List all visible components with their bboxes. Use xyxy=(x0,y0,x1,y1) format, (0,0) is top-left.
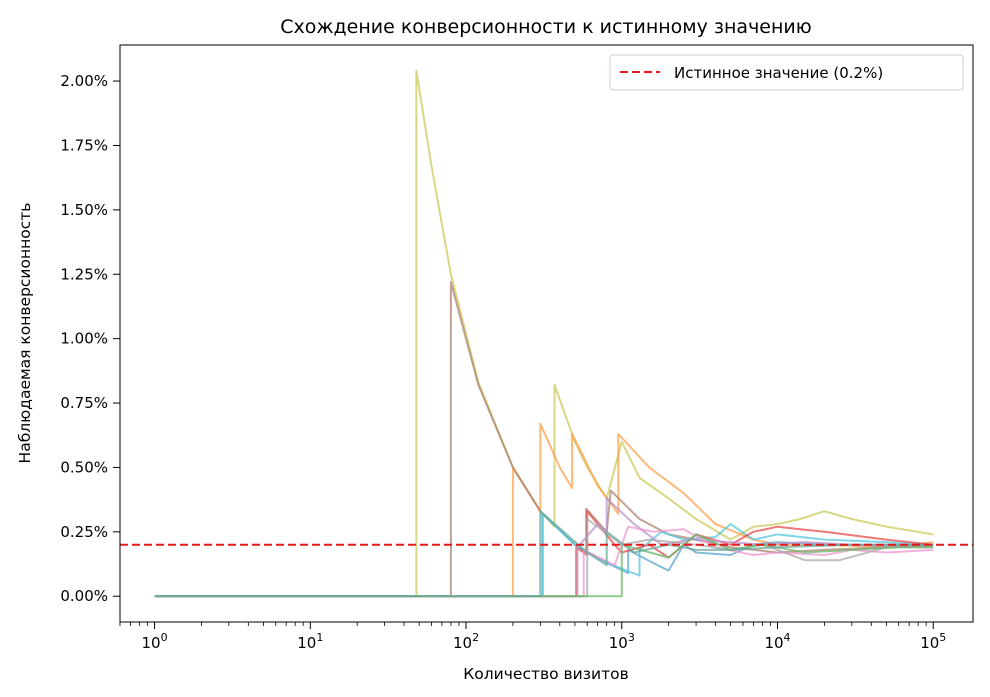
x-tick-label: 105 xyxy=(920,631,946,652)
y-tick-label: 1.00% xyxy=(60,330,108,348)
y-tick-label: 0.75% xyxy=(60,394,108,412)
legend: Истинное значение (0.2%) xyxy=(609,54,964,91)
chart-title: Схождение конверсионности к истинному зн… xyxy=(280,16,812,38)
series-layer xyxy=(154,69,934,598)
plot-frame xyxy=(119,44,974,623)
legend-label-reference: Истинное значение (0.2%) xyxy=(674,64,883,82)
y-tick-label: 2.00% xyxy=(60,72,108,90)
x-tick-label: 102 xyxy=(453,631,479,652)
y-tick-label: 1.75% xyxy=(60,136,108,154)
y-tick-label: 0.50% xyxy=(60,458,108,476)
y-tick-label: 1.50% xyxy=(60,201,108,219)
x-axis: 100 101 102 103 104 105 xyxy=(119,622,946,652)
y-tick-label: 0.00% xyxy=(60,587,108,605)
legend-box xyxy=(609,54,964,91)
series-line-5 xyxy=(154,512,934,598)
y-tick-label: 1.25% xyxy=(60,265,108,283)
x-tick-label: 103 xyxy=(609,631,635,652)
series-line-7 xyxy=(154,497,934,598)
y-axis: 0.00% 0.25% 0.50% 0.75% 1.00% 1.25% 1.50% 1.75%… xyxy=(60,72,120,605)
x-tick-label: 101 xyxy=(297,631,323,652)
x-tick-label: 100 xyxy=(142,631,168,652)
x-tick-label: 104 xyxy=(764,631,790,652)
series-line-11 xyxy=(154,510,934,598)
y-tick-label: 0.25% xyxy=(60,523,108,541)
x-axis-title: Количество визитов xyxy=(463,665,628,683)
plot-area xyxy=(119,44,974,623)
y-axis-title: Наблюдаемая конверсионность xyxy=(16,203,34,464)
